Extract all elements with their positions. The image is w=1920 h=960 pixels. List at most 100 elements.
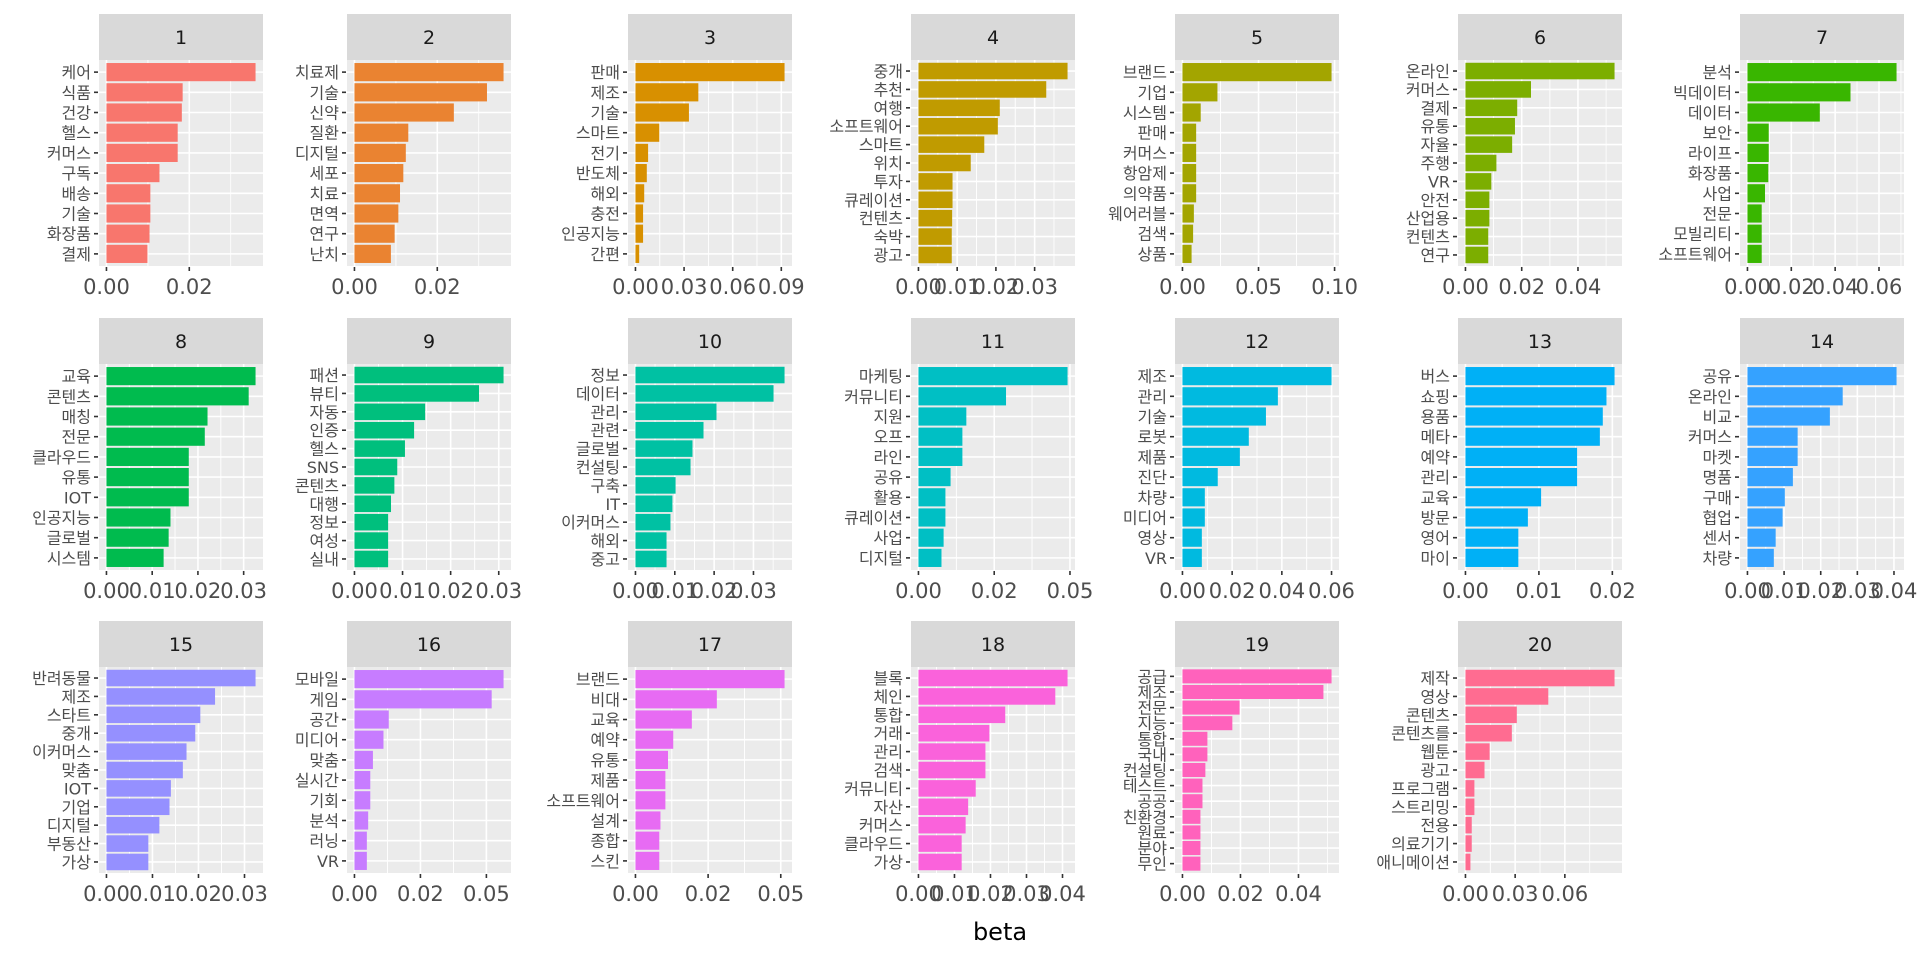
bar-관리 [635, 403, 717, 421]
y-tick-label: 간편 [591, 245, 620, 264]
bar-콘텐츠를 [1465, 724, 1512, 742]
bar-모빌리티 [1747, 224, 1762, 243]
y-tick-label: 맞춤 [310, 751, 339, 770]
y-tick-label: 신약 [310, 104, 340, 123]
bar-기술 [354, 83, 487, 102]
facet-strip-label: 13 [1528, 331, 1552, 353]
bar-충전 [635, 204, 644, 223]
bar-로봇 [1182, 427, 1249, 446]
y-tick-label: 원료 [1138, 823, 1167, 842]
y-tick-label: 판매 [591, 63, 620, 82]
bar-콘텐츠 [106, 387, 249, 406]
y-tick-label: 컨설팅 [576, 458, 620, 477]
y-tick-label: 클라우드 [32, 448, 91, 467]
bar-인증 [354, 421, 415, 439]
x-tick-label: 0.03 [220, 579, 267, 603]
facet-strip-label: 16 [417, 634, 441, 656]
y-tick-label: 버스 [1421, 367, 1450, 386]
bar-중개 [918, 62, 1068, 80]
y-tick-label: 교육 [62, 367, 91, 386]
y-tick-label: 콘텐츠 [295, 476, 339, 495]
y-tick-label: 패션 [310, 366, 339, 385]
x-tick-label: 0.02 [973, 275, 1020, 299]
y-tick-label: 교육 [591, 711, 620, 730]
bar-상품 [1182, 244, 1192, 263]
y-tick-label: 중개 [62, 724, 91, 743]
x-tick-label: 0.00 [1159, 275, 1206, 299]
y-tick-label: 온라인 [1406, 62, 1450, 81]
facet-strip-label: 7 [1816, 27, 1828, 49]
bar-면역 [354, 204, 399, 223]
x-tick-label: 0.01 [931, 882, 978, 906]
y-tick-label: 커뮤니티 [844, 779, 903, 798]
y-tick-label: 콘텐츠 [47, 387, 91, 406]
bar-공공 [1182, 794, 1203, 809]
bar-테스트 [1182, 778, 1203, 793]
x-tick-label: 0.00 [1442, 882, 1489, 906]
bar-시스템 [1182, 103, 1201, 122]
y-tick-label: 위치 [874, 154, 903, 173]
facet-strip-label: 3 [704, 27, 716, 49]
bar-치료 [354, 184, 401, 203]
y-tick-label: 전문 [1703, 204, 1732, 223]
bar-치료제 [354, 63, 504, 82]
y-tick-label: 질환 [310, 124, 340, 143]
bar-자동 [354, 403, 426, 421]
bar-공급 [1182, 669, 1332, 684]
y-tick-label: 국내 [1138, 745, 1167, 764]
facet-strip-label: 5 [1251, 27, 1263, 49]
bar-콘텐츠 [1465, 706, 1517, 724]
y-tick-label: 라이프 [1688, 144, 1732, 163]
bar-메타 [1465, 427, 1600, 446]
x-tick-label: 0.05 [463, 882, 510, 906]
bar-커머스 [1465, 81, 1531, 98]
bar-마켓 [1747, 447, 1798, 466]
bar-케어 [106, 63, 256, 82]
y-tick-label: 인공지능 [32, 508, 91, 527]
bar-산업용 [1465, 209, 1490, 227]
y-tick-label: 전용 [1421, 816, 1450, 835]
y-tick-label: 검색 [874, 761, 903, 780]
bar-기술 [106, 204, 151, 223]
y-tick-label: 데이터 [1688, 104, 1732, 123]
bar-추천 [918, 81, 1047, 98]
y-tick-label: 진단 [1138, 468, 1168, 487]
x-tick-label: 0.03 [1003, 882, 1050, 906]
facet-strip-label: 19 [1245, 634, 1269, 656]
x-tick-label: 0.02 [967, 882, 1014, 906]
facet-strip-label: 6 [1534, 27, 1546, 49]
bar-질환 [354, 123, 409, 142]
bar-관리 [1182, 387, 1278, 406]
bar-온라인 [1747, 387, 1843, 406]
bar-투자 [918, 173, 953, 190]
y-tick-label: 지능 [1138, 714, 1167, 733]
bar-분야 [1182, 841, 1201, 856]
x-tick-label: 0.00 [331, 275, 378, 299]
bar-판매 [1182, 123, 1197, 142]
x-tick-label: 0.02 [397, 882, 444, 906]
y-tick-label: 종합 [591, 832, 621, 851]
bar-실시간 [354, 771, 371, 790]
y-tick-label: 제조 [62, 687, 91, 706]
bar-반도체 [635, 164, 647, 183]
facet-strip [99, 621, 263, 667]
facet-strip [99, 14, 263, 60]
y-tick-label: 컨텐츠 [1406, 228, 1450, 247]
bar-오프 [918, 427, 963, 446]
bar-의료기기 [1465, 835, 1472, 852]
bar-애니메이션 [1465, 853, 1471, 871]
y-tick-label: 콘텐츠를 [1391, 724, 1450, 743]
bar-빅데이터 [1747, 83, 1851, 102]
facet-strip [1458, 14, 1622, 60]
y-tick-label: 실내 [310, 550, 339, 569]
bar-숙박 [918, 228, 952, 245]
bar-전기 [635, 143, 649, 162]
y-tick-label: 분석 [310, 811, 339, 830]
y-tick-label: 스마트 [859, 136, 903, 155]
bar-패션 [354, 366, 504, 384]
x-tick-label: 0.00 [1724, 579, 1771, 603]
facet-strip [911, 14, 1075, 60]
